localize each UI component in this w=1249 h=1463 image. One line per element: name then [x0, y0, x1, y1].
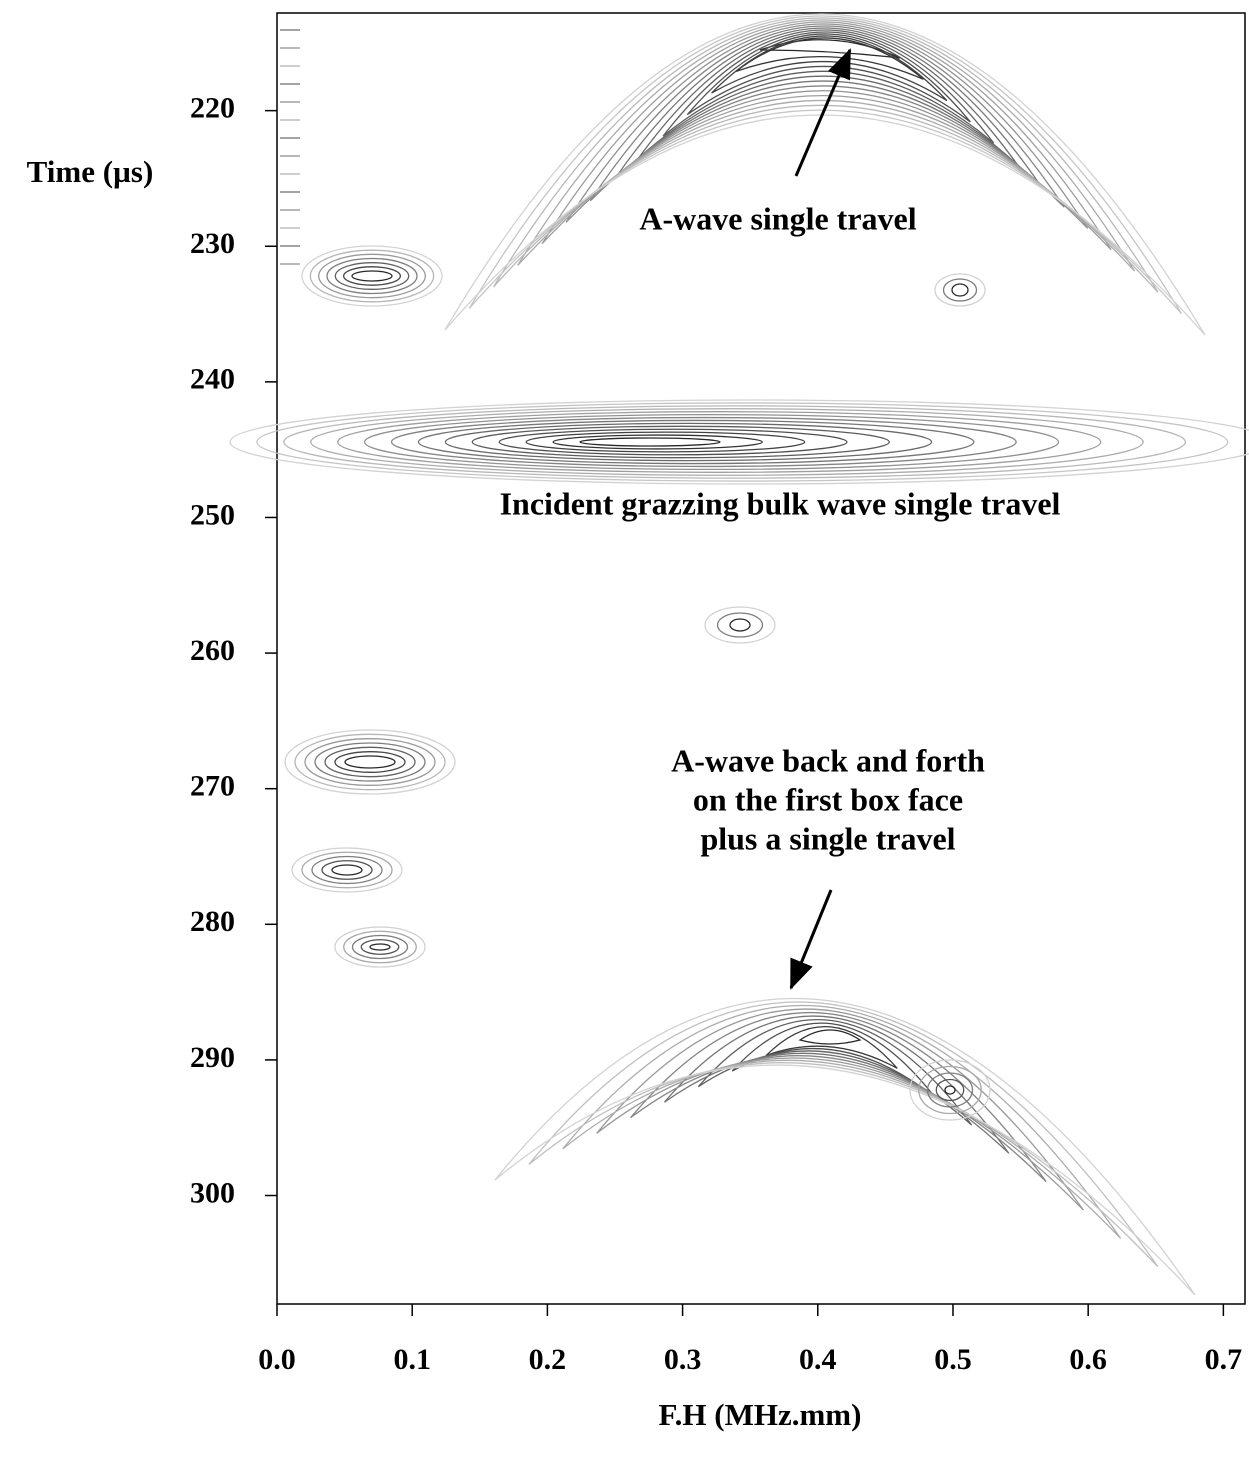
x-tick-label: 0.4 — [799, 1343, 837, 1376]
x-tick-label: 0.6 — [1069, 1343, 1107, 1376]
y-tick-label: 260 — [190, 634, 235, 667]
y-tick-label: 230 — [190, 227, 235, 260]
contour-line — [314, 742, 426, 782]
contour-line — [552, 434, 763, 450]
y-axis-label: Time (µs) — [27, 154, 154, 189]
contour-line — [417, 419, 975, 465]
contour-line — [390, 416, 1017, 468]
y-tick-label: 250 — [190, 498, 235, 531]
contour-line — [283, 405, 1187, 479]
y-tick-label: 240 — [190, 363, 235, 396]
contour-line — [309, 249, 435, 303]
contour-line — [291, 847, 403, 893]
contour-line — [334, 926, 426, 968]
contour-line — [562, 1004, 1122, 1239]
y-tick-label: 280 — [190, 905, 235, 938]
contour-line — [369, 943, 391, 951]
x-axis-label: F.H (MHz.mm) — [659, 1397, 862, 1432]
contour-line — [471, 425, 890, 459]
contour-line — [798, 1029, 862, 1045]
contour-line — [318, 253, 426, 299]
contour-layer — [229, 13, 1249, 1296]
x-tick-label: 0.3 — [664, 1343, 702, 1376]
contour-line — [343, 930, 417, 964]
contour-line — [256, 402, 1229, 482]
annotation: plus a single travel — [700, 820, 955, 856]
contour-line — [334, 262, 410, 290]
contour-line — [444, 13, 1206, 336]
contour-line — [326, 257, 418, 295]
contour-line — [331, 864, 363, 876]
contour-line — [935, 1078, 965, 1102]
y-tick-label: 220 — [190, 92, 235, 125]
contour-line — [229, 399, 1249, 485]
contour-line — [294, 733, 446, 791]
annotation: on the first box face — [693, 781, 963, 817]
contour-line — [360, 939, 400, 955]
contour-line — [343, 266, 401, 286]
contour-line — [301, 245, 443, 307]
contour-line — [311, 855, 383, 885]
contour-line — [351, 934, 409, 960]
contour-line — [951, 283, 969, 297]
contour-line — [321, 860, 373, 880]
contour-line — [468, 15, 1183, 315]
contour-line — [284, 729, 456, 795]
contour-line — [528, 1001, 1159, 1268]
contour-line — [304, 738, 436, 786]
contour-line — [589, 25, 1065, 208]
annotation: A-wave back and forth — [671, 742, 985, 778]
contour-line — [494, 997, 1196, 1296]
contour-line — [765, 1026, 898, 1069]
arrow — [789, 889, 833, 990]
contour-line — [301, 851, 393, 889]
contour-line — [596, 1008, 1084, 1211]
contour-line — [909, 1059, 991, 1121]
x-tick-label: 0.7 — [1205, 1343, 1243, 1376]
contour-line — [716, 612, 764, 638]
contour-line — [663, 1015, 1010, 1154]
x-tick-label: 0.2 — [529, 1343, 567, 1376]
contour-line — [944, 1085, 956, 1095]
contour-line — [334, 751, 406, 773]
contour-line — [662, 31, 995, 144]
contour-line — [697, 1018, 973, 1126]
contour-line — [337, 411, 1102, 473]
contour-line — [711, 35, 948, 102]
y-tick-label: 270 — [190, 770, 235, 803]
annotation: Incident grazzing bulk wave single trave… — [500, 485, 1061, 521]
plot-frame — [276, 12, 1246, 1305]
y-tick-label: 300 — [190, 1176, 235, 1209]
contour-line — [934, 273, 986, 307]
contour-line — [525, 431, 806, 453]
contour-line — [324, 746, 416, 778]
contour-line — [344, 755, 396, 769]
contour-line — [363, 413, 1060, 471]
arrow — [794, 48, 852, 177]
contour-line — [351, 270, 393, 282]
contour-line — [918, 1065, 982, 1115]
contour-line — [735, 37, 924, 80]
x-tick-label: 0.1 — [393, 1343, 431, 1376]
contour-line — [704, 606, 776, 644]
contour-line — [686, 33, 971, 123]
contour-line — [630, 1011, 1047, 1183]
contour-line — [565, 23, 1089, 229]
annotation: A-wave single travel — [639, 200, 916, 236]
x-tick-label: 0.0 — [258, 1343, 296, 1376]
contour-line — [444, 422, 933, 462]
y-tick-label: 290 — [190, 1041, 235, 1074]
contour-line — [492, 17, 1159, 293]
contour-line — [541, 21, 1112, 251]
contour-line — [942, 278, 978, 302]
contour-line — [310, 408, 1144, 476]
contour-line — [498, 428, 848, 456]
contour-line — [729, 618, 751, 632]
x-tick-label: 0.5 — [934, 1343, 972, 1376]
contour-line — [926, 1072, 974, 1108]
contour-line — [579, 437, 721, 447]
